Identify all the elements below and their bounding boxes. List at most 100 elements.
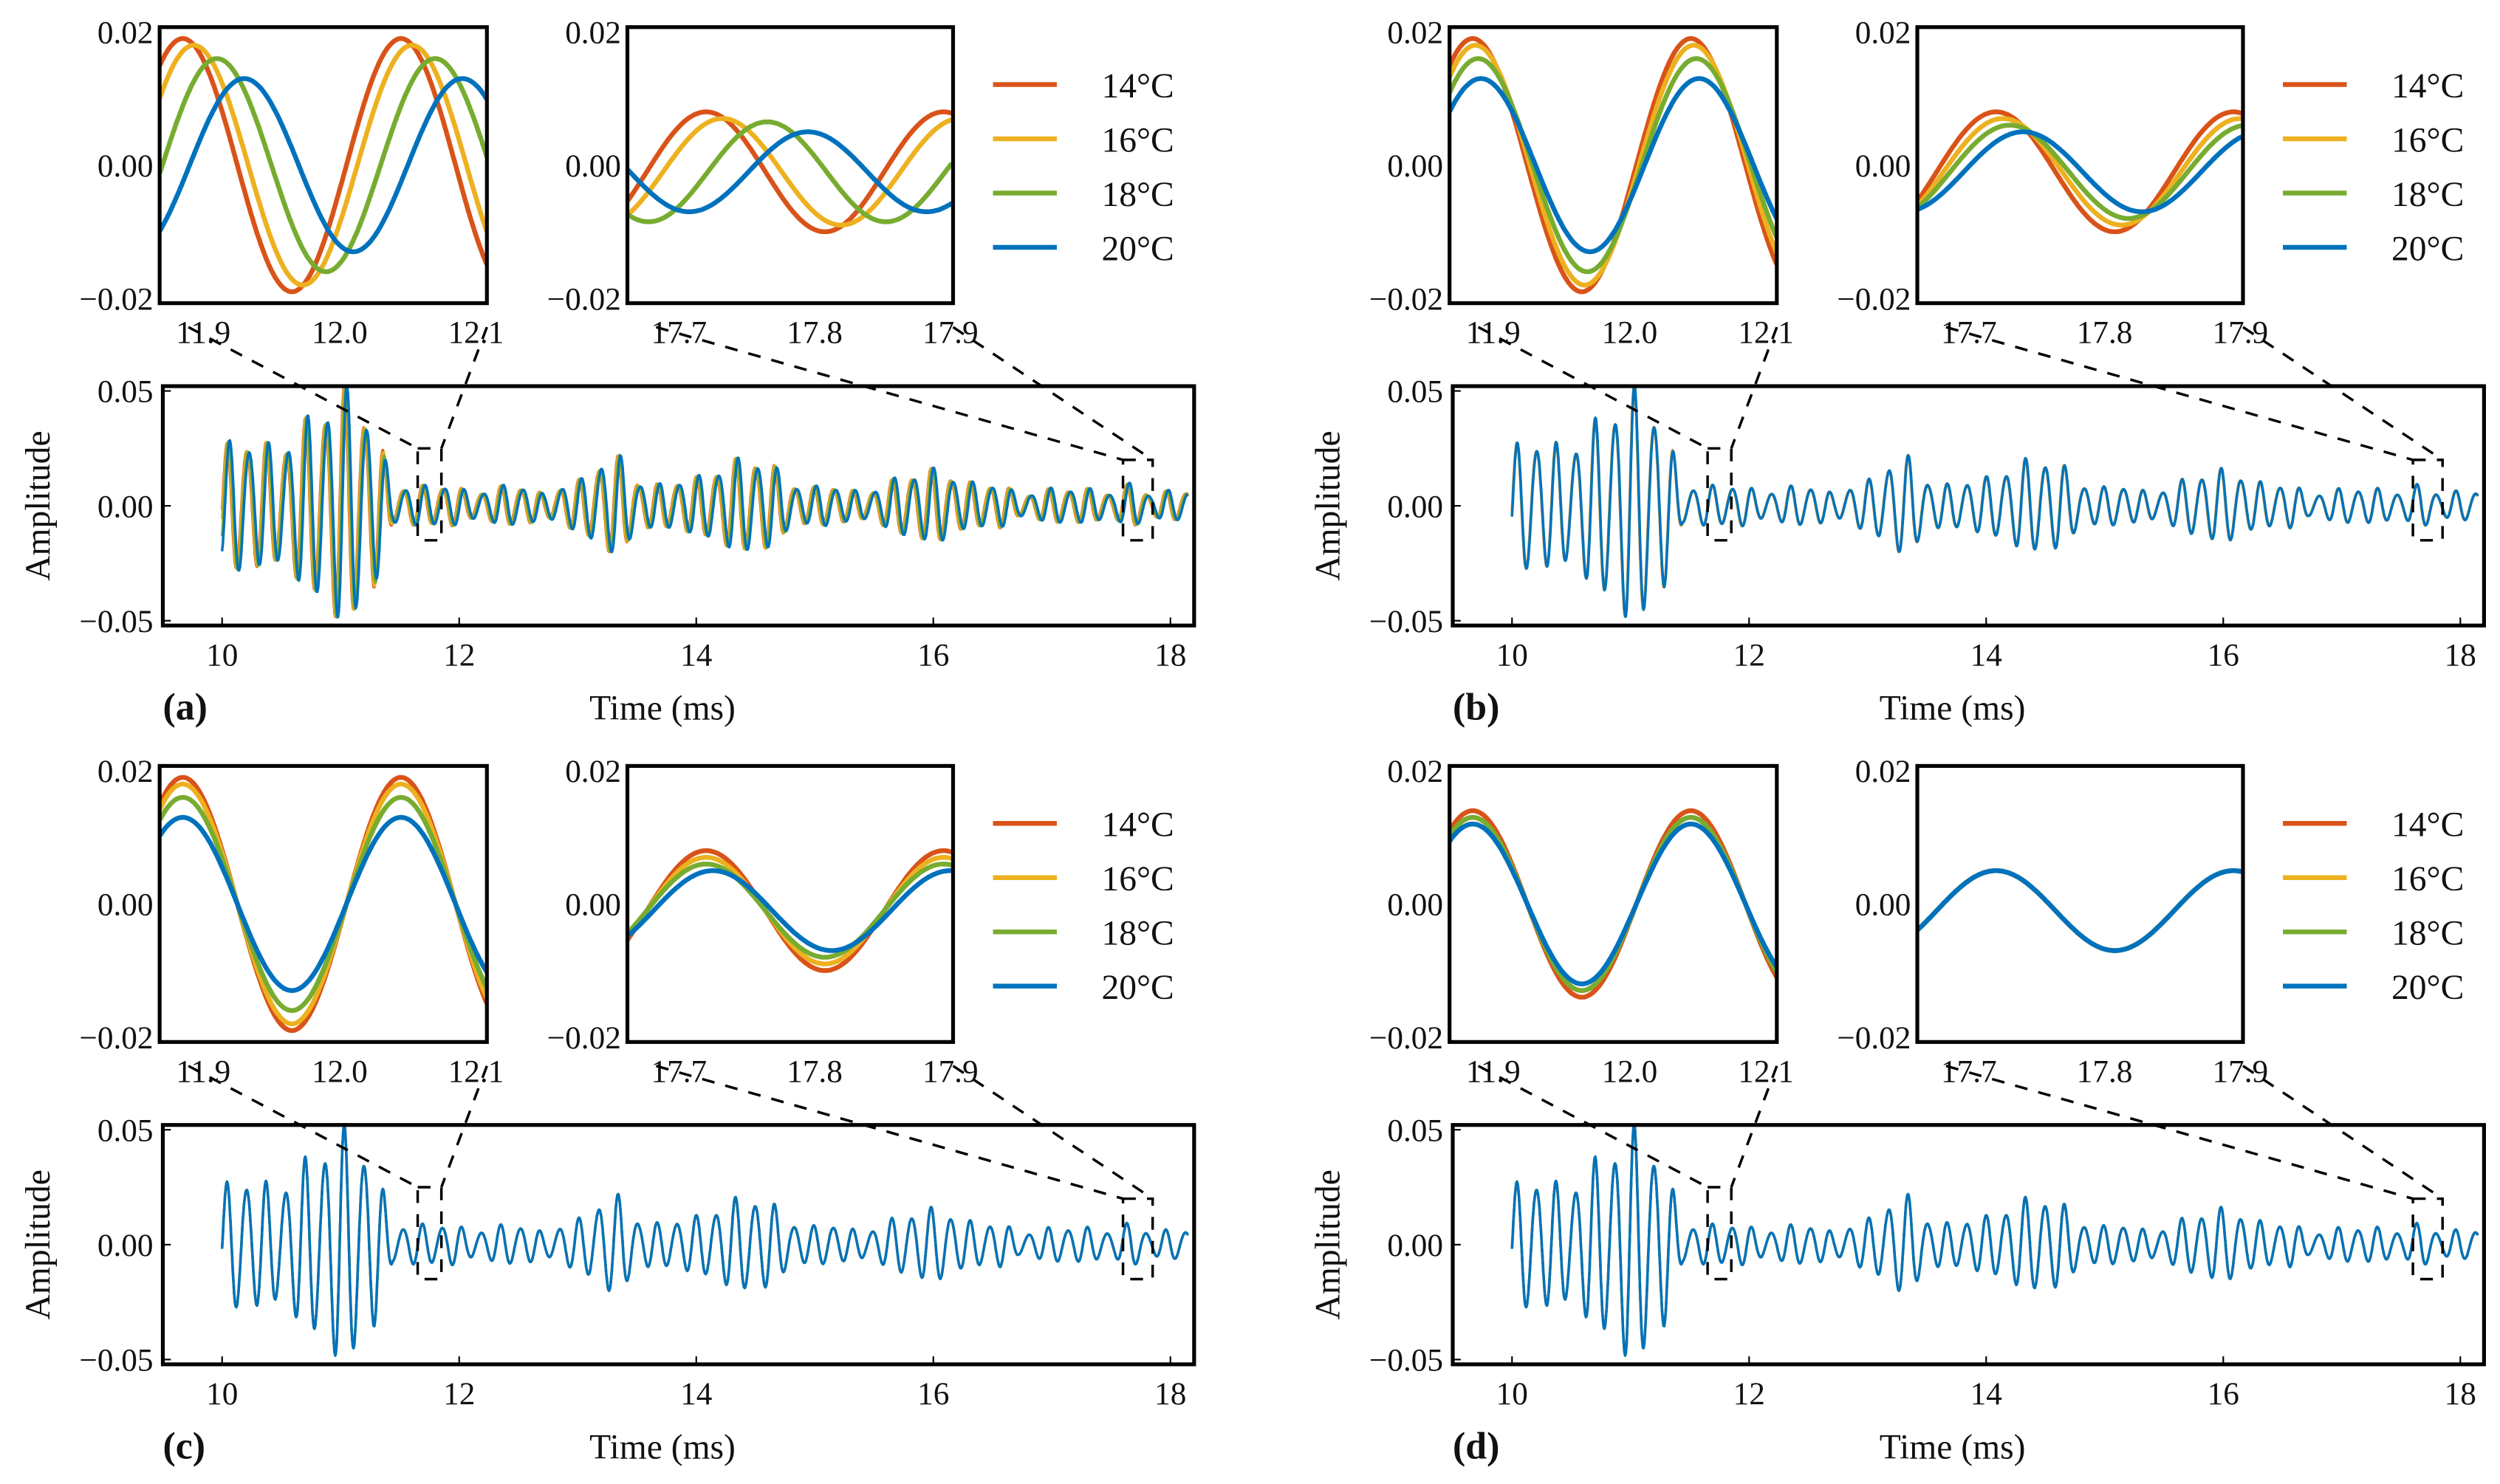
inset-y-tick-label: 0.00 — [1855, 887, 1911, 923]
zoom-connector-line — [1730, 326, 1778, 449]
zoom-region-box-2 — [2411, 1197, 2444, 1281]
zoom-connector-line — [1477, 326, 1708, 450]
inset2-series-16°C — [1917, 116, 2243, 228]
legend: 14°C 16°C 18°C 20°C — [993, 67, 1174, 268]
inset-x-tick-label: 17.8 — [2077, 1054, 2133, 1089]
main-series-18°C — [220, 1124, 1189, 1357]
inset-x-tick-label: 17.9 — [2212, 1054, 2268, 1089]
panel-label: (c) — [162, 1425, 205, 1467]
x-tick-label: 12 — [1733, 637, 1765, 673]
main-series-20°C — [1510, 386, 2479, 618]
x-axis-label: Time (ms) — [1880, 1428, 2026, 1466]
inset-y-tick-label: 0.00 — [97, 887, 154, 923]
inset2-series-14°C — [627, 848, 953, 973]
inset1-frame — [1448, 25, 1779, 306]
inset-x-tick-label: 12.0 — [1602, 315, 1658, 351]
zoom-region-box-1 — [1706, 447, 1733, 542]
inset-x-tick-label: 17.9 — [922, 1054, 979, 1089]
zoom-region-box-2 — [1121, 458, 1154, 542]
y-tick-label: 0.05 — [97, 1113, 154, 1148]
inset1-series-16°C — [160, 781, 487, 1027]
x-tick-label: 14 — [1970, 637, 2002, 673]
inset1-series-20°C — [160, 814, 487, 993]
legend-label: 14°C — [1101, 806, 1174, 845]
legend-label: 14°C — [2391, 67, 2464, 106]
inset-x-tick-label: 12.0 — [312, 1054, 368, 1089]
zoom-connector-line — [1730, 1065, 1778, 1188]
y-tick-label: 0.00 — [97, 1228, 154, 1263]
main-plot-frame — [1451, 384, 2486, 628]
y-tick-label: −0.05 — [79, 1343, 153, 1378]
y-tick-label: 0.05 — [1387, 1113, 1443, 1148]
inset2-series-18°C — [627, 862, 953, 960]
panel-c: 10 12 14 16 18 −0.05 0.00 0.05 Time (ms) Amplitud… — [19, 754, 1196, 1467]
inset-y-tick-label: 0.02 — [1855, 754, 1911, 789]
zoom-connector-line — [440, 326, 488, 449]
y-axis-label: Amplitude — [1309, 1169, 1348, 1319]
zoom-connector-line — [1477, 1065, 1708, 1189]
inset-y-tick-label: −0.02 — [1837, 1020, 1911, 1056]
legend-label: 16°C — [2391, 121, 2464, 159]
inset-x-tick-label: 17.8 — [787, 1054, 843, 1089]
inset-y-tick-label: −0.02 — [1837, 281, 1911, 317]
zoom-connector-line — [188, 326, 419, 450]
x-tick-label: 10 — [206, 637, 238, 673]
legend-label: 20°C — [2391, 230, 2464, 268]
main-series-14°C — [220, 1124, 1189, 1357]
inset1-frame — [1448, 763, 1779, 1044]
inset1-series-20°C — [1449, 821, 1777, 986]
legend: 14°C 16°C 18°C 20°C — [993, 806, 1174, 1007]
inset2-series-20°C — [627, 129, 953, 215]
inset-y-tick-label: −0.02 — [1369, 1020, 1443, 1056]
inset-x-tick-label: 12.0 — [312, 315, 368, 351]
x-tick-label: 10 — [1496, 1376, 1528, 1412]
inset1-series-20°C — [160, 76, 487, 255]
inset2-series-14°C — [1917, 109, 2243, 235]
x-tick-label: 18 — [2445, 637, 2476, 673]
x-tick-label: 16 — [2208, 637, 2239, 673]
y-tick-label: −0.05 — [79, 604, 153, 639]
main-series-14°C — [220, 386, 1189, 619]
inset-x-tick-label: 17.7 — [651, 315, 707, 351]
main-series-20°C — [1510, 1124, 2479, 1357]
inset-x-tick-label: 12.1 — [1738, 1054, 1794, 1089]
zoom-connector-line — [2242, 326, 2444, 461]
inset2-frame — [625, 763, 956, 1044]
y-tick-label: 0.00 — [1387, 1228, 1443, 1263]
x-tick-label: 18 — [1154, 1376, 1186, 1412]
main-series-16°C — [220, 1124, 1189, 1357]
panel-d: 10 12 14 16 18 −0.05 0.00 0.05 Time (ms) Amplitud… — [1309, 754, 2486, 1467]
inset2-series-18°C — [627, 119, 953, 224]
main-series-20°C — [220, 386, 1189, 619]
x-tick-label: 18 — [1154, 637, 1186, 673]
inset-y-tick-label: 0.00 — [97, 148, 154, 184]
y-tick-label: 0.05 — [97, 374, 154, 410]
main-series-14°C — [1510, 1124, 2479, 1357]
panel-label: (a) — [162, 687, 207, 729]
x-tick-label: 14 — [680, 1376, 712, 1412]
legend-label: 14°C — [1101, 67, 1174, 106]
inset-x-tick-label: 11.9 — [176, 315, 230, 351]
main-series-16°C — [1510, 386, 2479, 618]
zoom-connector-line — [2242, 1065, 2444, 1200]
main-series-18°C — [1510, 386, 2479, 618]
inset-x-tick-label: 17.8 — [2077, 315, 2133, 351]
inset-x-tick-label: 12.1 — [448, 1054, 504, 1089]
x-tick-label: 12 — [1733, 1376, 1765, 1412]
inset-y-tick-label: 0.00 — [565, 887, 621, 923]
x-tick-label: 16 — [917, 1376, 949, 1412]
legend-label: 20°C — [1101, 230, 1174, 268]
legend-label: 16°C — [1101, 860, 1174, 899]
inset-y-tick-label: 0.02 — [565, 754, 621, 789]
x-axis-label: Time (ms) — [1880, 690, 2026, 728]
inset1-series-20°C — [1449, 76, 1777, 255]
y-tick-label: 0.00 — [1387, 489, 1443, 524]
y-axis-label: Amplitude — [19, 1169, 58, 1319]
zoom-connector-line — [188, 1065, 419, 1189]
inset-y-tick-label: 0.02 — [1387, 754, 1443, 789]
inset-y-tick-label: −0.02 — [79, 1020, 153, 1056]
inset-y-tick-label: 0.00 — [565, 148, 621, 184]
panel-a: 10 12 14 16 18 −0.05 0.00 0.05 Time (ms) Amplitud… — [19, 15, 1196, 729]
legend-label: 18°C — [2391, 176, 2464, 214]
inset-x-tick-label: 17.9 — [922, 315, 979, 351]
